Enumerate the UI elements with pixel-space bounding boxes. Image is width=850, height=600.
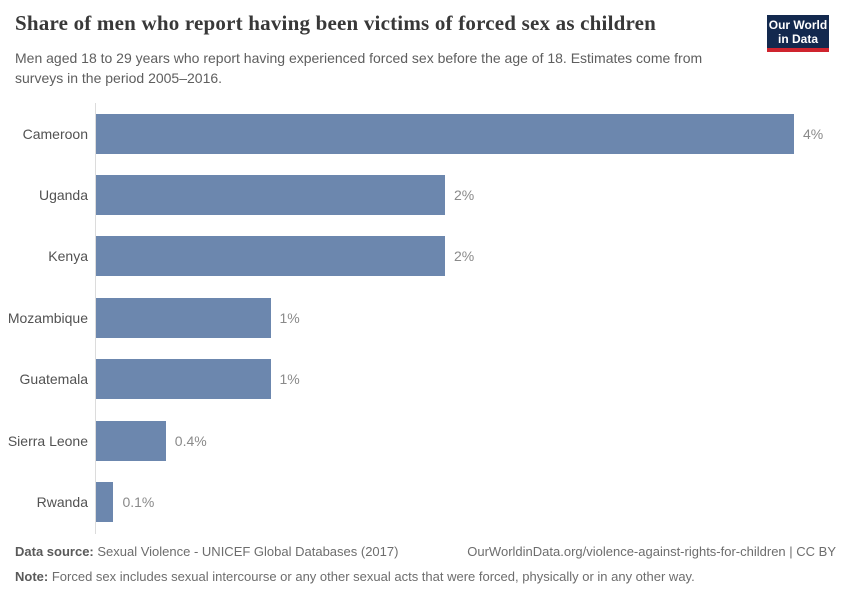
bar-value: 0.1% — [122, 494, 155, 511]
bar-value: 2% — [454, 187, 475, 204]
bar-label: Guatemala — [19, 371, 88, 388]
citation-link[interactable]: OurWorldinData.org/violence-against-righ… — [467, 544, 836, 559]
data-source: Data source: Sexual Violence - UNICEF Gl… — [15, 543, 398, 561]
owid-logo-line1: Our World — [768, 17, 828, 32]
data-source-text: Sexual Violence - UNICEF Global Database… — [97, 544, 399, 559]
bar-track: 1% — [96, 359, 794, 400]
bar-label: Kenya — [48, 248, 88, 265]
chart-footer: Data source: Sexual Violence - UNICEF Gl… — [15, 543, 836, 586]
bar — [96, 482, 114, 523]
bar-value: 1% — [279, 309, 300, 326]
bar-label: Mozambique — [7, 309, 88, 326]
footer-note: Note: Forced sex includes sexual interco… — [15, 568, 836, 586]
bar-row: Uganda 2% — [0, 164, 850, 225]
bar — [96, 297, 271, 338]
chart-subtitle: Men aged 18 to 29 years who report havin… — [15, 50, 703, 86]
bar-row: Guatemala 1% — [0, 349, 850, 410]
bar-track: 2% — [96, 236, 794, 277]
bar-label: Cameroon — [22, 125, 88, 142]
bar-row: Rwanda 0.1% — [0, 471, 850, 532]
data-source-label: Data source: — [15, 544, 94, 559]
footer-source-line: Data source: Sexual Violence - UNICEF Gl… — [15, 543, 836, 561]
bar-row: Kenya 2% — [0, 226, 850, 287]
chart-area: Cameroon 4% Uganda 2% Kenya 2% Mozambiqu… — [0, 103, 850, 534]
bar-track: 2% — [96, 175, 794, 216]
bar-track: 0.1% — [96, 482, 794, 523]
bar-row: Mozambique 1% — [0, 287, 850, 348]
bar — [96, 236, 445, 277]
note-label: Note: — [15, 569, 49, 584]
bar — [96, 359, 271, 400]
bar-label: Rwanda — [36, 494, 88, 511]
owid-logo[interactable]: Our World in Data — [767, 15, 829, 52]
bar-row: Sierra Leone 0.4% — [0, 410, 850, 471]
chart-rows: Cameroon 4% Uganda 2% Kenya 2% Mozambiqu… — [0, 103, 850, 533]
bar-track: 4% — [96, 113, 823, 154]
bar-row: Cameroon 4% — [0, 103, 850, 164]
note-text: Forced sex includes sexual intercourse o… — [51, 569, 695, 584]
page-title: Share of men who report having been vict… — [15, 11, 657, 35]
bar-value: 1% — [279, 371, 300, 388]
bar — [96, 420, 166, 461]
bar — [96, 175, 445, 216]
bar-label: Sierra Leone — [7, 432, 88, 449]
bar-value: 4% — [803, 125, 824, 142]
bar — [96, 113, 794, 154]
owid-logo-line2: in Data — [777, 31, 818, 46]
bar-label: Uganda — [38, 187, 88, 204]
bar-track: 0.4% — [96, 420, 794, 461]
bar-value: 0.4% — [174, 432, 207, 449]
y-axis-line — [95, 103, 96, 534]
bar-track: 1% — [96, 297, 794, 338]
bar-value: 2% — [454, 248, 475, 265]
